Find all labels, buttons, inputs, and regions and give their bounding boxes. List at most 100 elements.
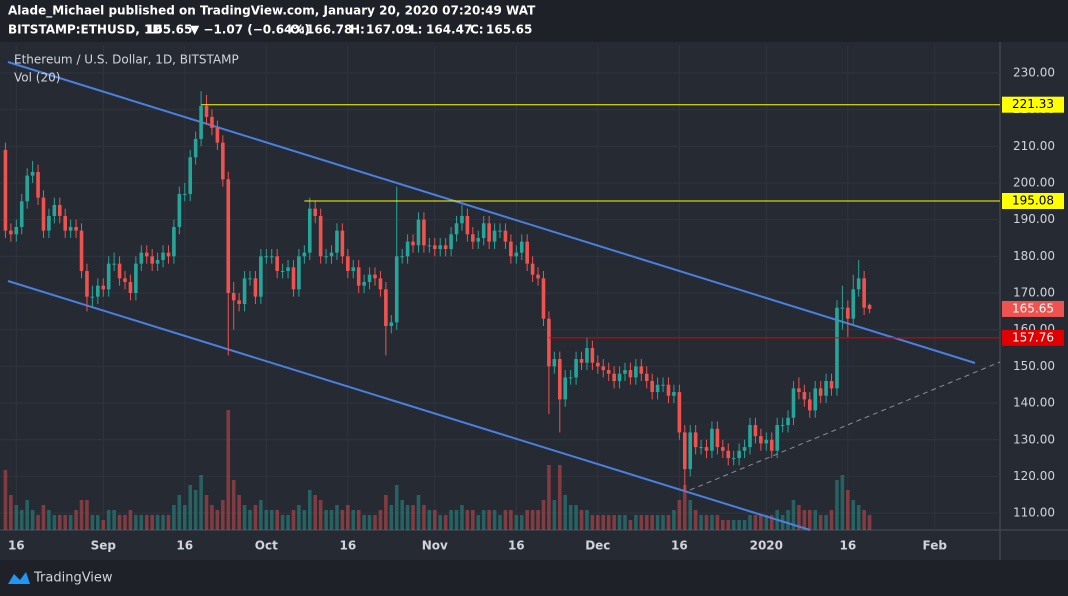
candle-body	[721, 447, 725, 451]
volume-bar	[601, 515, 606, 530]
volume-bar	[313, 495, 318, 530]
candle-body	[449, 234, 453, 249]
volume-bar	[36, 515, 40, 530]
candle-body	[427, 245, 432, 247]
volume-bar	[96, 515, 100, 530]
volume-bar	[3, 470, 8, 530]
candle-body	[704, 447, 709, 451]
volume-bar	[264, 510, 269, 530]
y-tick-label: 150.00	[1013, 359, 1055, 373]
candle-body	[563, 377, 568, 400]
candle-body	[769, 439, 774, 451]
level-label-box	[1002, 192, 1064, 209]
support-trendline	[689, 361, 1001, 491]
candle-body	[846, 307, 850, 319]
candle-body	[634, 366, 638, 378]
candle-body	[737, 450, 741, 459]
candle-body	[280, 270, 285, 272]
volume-bar	[644, 515, 649, 530]
candle-body	[199, 105, 203, 139]
volume-bar	[509, 510, 513, 530]
candle-body	[807, 399, 812, 411]
candle-body	[568, 377, 573, 379]
volume-bar	[291, 510, 296, 530]
candle-body	[166, 252, 171, 257]
volume-bar	[606, 515, 611, 530]
volume-bar	[590, 515, 595, 530]
candle-body	[128, 281, 133, 294]
candle-body	[25, 175, 29, 202]
ohlc-caption: L:	[410, 23, 422, 37]
candle-body	[514, 252, 519, 257]
candle-body	[14, 226, 19, 235]
candle-body	[438, 245, 443, 249]
candle-body	[601, 366, 606, 371]
volume-bar	[324, 510, 328, 530]
volume-bar	[172, 505, 176, 530]
channel-upper	[7, 61, 976, 364]
candle-body	[824, 381, 828, 396]
x-tick-label: Oct	[255, 539, 278, 553]
volume-bar	[101, 520, 106, 530]
y-tick-label: 120.00	[1013, 469, 1055, 483]
candle-body	[693, 432, 698, 448]
candle-body	[650, 381, 654, 393]
volume-bar	[335, 505, 339, 530]
volume-bar	[378, 510, 383, 530]
candle-body	[813, 388, 818, 411]
volume-bar	[193, 490, 198, 530]
volume-bar	[351, 510, 356, 530]
volume-bar	[661, 515, 665, 530]
volume-title: Vol (20)	[14, 71, 60, 85]
candle-body	[193, 138, 198, 158]
volume-bar	[557, 465, 562, 530]
volume-bar	[612, 515, 616, 530]
candle-body	[617, 373, 622, 382]
ohlc-caption: H:	[350, 23, 365, 37]
volume-bar	[259, 500, 263, 530]
volume-bar	[525, 510, 529, 530]
volume-bar	[514, 515, 519, 530]
volume-bar	[856, 505, 861, 530]
volume-bar	[394, 485, 399, 530]
change: ▼ −1.07 (−0.64%)	[190, 23, 310, 37]
volume-bar	[210, 505, 214, 530]
candle-body	[90, 296, 95, 298]
volume-bar	[318, 500, 323, 530]
volume-bar	[454, 510, 459, 530]
candle-body	[688, 432, 693, 470]
candle-body	[231, 293, 236, 301]
candle-body	[188, 157, 193, 194]
volume-bar	[405, 505, 410, 530]
candle-body	[759, 436, 763, 444]
volume-bar	[427, 510, 432, 530]
volume-bar	[14, 505, 19, 530]
volume-bar	[748, 515, 752, 530]
candle-body	[802, 392, 807, 400]
candle-body	[748, 425, 752, 448]
volume-bar	[846, 490, 850, 530]
volume-bar	[57, 515, 62, 530]
volume-bar	[90, 515, 95, 530]
volume-bar	[791, 500, 796, 530]
volume-bar	[166, 515, 171, 530]
candle-body	[286, 267, 290, 271]
candle-body	[79, 230, 84, 271]
volume-bar	[536, 510, 540, 530]
volume-bar	[617, 515, 622, 530]
x-tick-label: 16	[8, 539, 25, 553]
candle-body	[264, 256, 269, 258]
candle-body	[161, 252, 165, 260]
volume-bar	[307, 490, 312, 530]
candle-body	[204, 105, 209, 117]
x-tick-label: Dec	[585, 539, 610, 553]
volume-bar	[177, 495, 182, 530]
y-tick-label: 180.00	[1013, 249, 1055, 263]
volume-bar	[41, 505, 46, 530]
volume-bar	[356, 510, 361, 530]
candle-body	[775, 425, 779, 451]
volume-bar	[541, 500, 546, 530]
candle-body	[177, 193, 182, 227]
publisher: Alade_Michael published on TradingView.c…	[8, 4, 536, 19]
volume-bar	[503, 510, 508, 530]
